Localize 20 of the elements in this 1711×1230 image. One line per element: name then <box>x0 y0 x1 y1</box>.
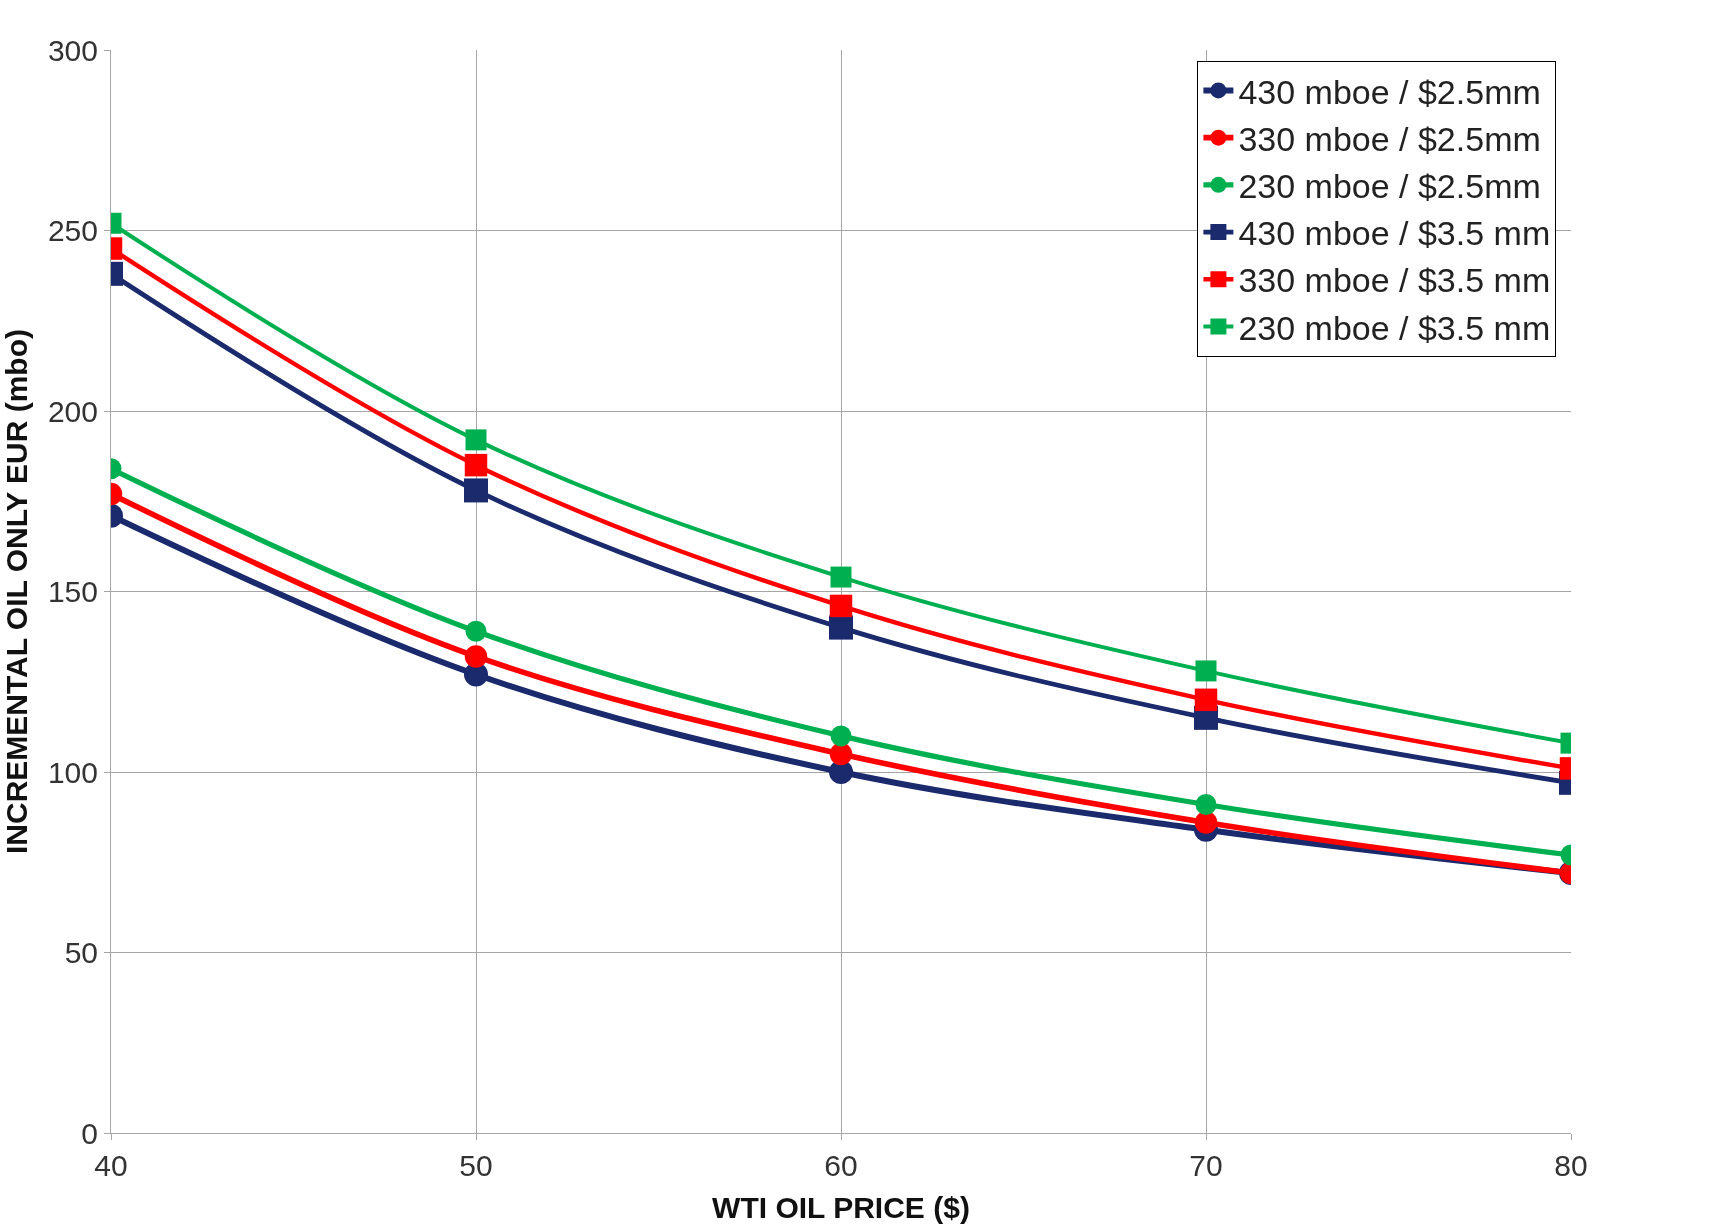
y-axis-title: INCREMENTAL OIL ONLY EUR (mbo) <box>0 328 33 855</box>
y-tick-label: 200 <box>47 394 98 428</box>
legend-label: 430 mboe / $3.5 mm <box>1238 214 1551 253</box>
legend-label: 330 mboe / $3.5 mm <box>1238 261 1551 300</box>
y-tick-label: 250 <box>47 214 98 247</box>
legend-label: 330 mboe / $2.5mm <box>1238 119 1541 158</box>
x-tick-label: 80 <box>1554 1149 1588 1182</box>
x-axis-title: WTI OIL PRICE ($) <box>712 1190 970 1224</box>
legend-label: 230 mboe / $3.5 mm <box>1238 308 1551 347</box>
x-tick-label: 60 <box>824 1149 858 1182</box>
x-tick-label: 50 <box>459 1149 493 1182</box>
x-tick-label: 70 <box>1189 1149 1223 1182</box>
legend-label: 430 mboe / $2.5mm <box>1238 72 1541 111</box>
y-tick-label: 300 <box>47 33 98 67</box>
y-tick-label: 50 <box>64 936 98 969</box>
x-tick-label: 40 <box>94 1149 128 1182</box>
y-tick-label: 0 <box>81 1116 98 1150</box>
y-tick-label: 100 <box>47 755 98 789</box>
y-tick-label: 150 <box>47 575 98 608</box>
legend-label: 230 mboe / $2.5mm <box>1238 167 1541 206</box>
